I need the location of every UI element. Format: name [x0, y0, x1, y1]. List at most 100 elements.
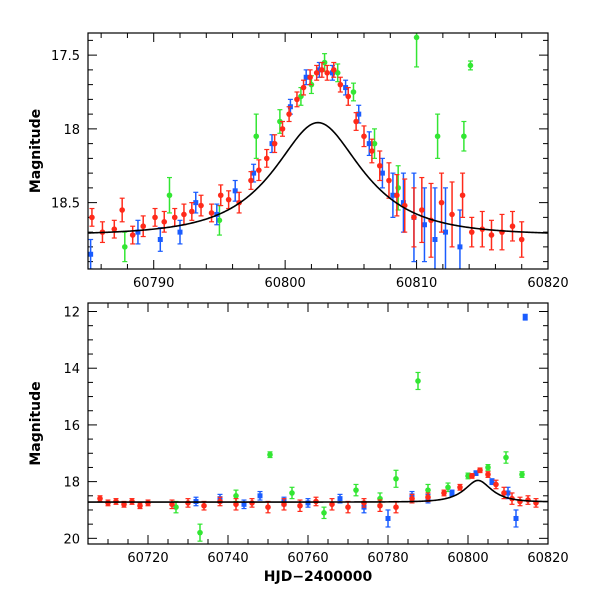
data-point	[137, 502, 143, 509]
x-tick-label: 60720	[127, 551, 168, 566]
data-point	[337, 81, 344, 88]
y-tick-label: 18.5	[51, 197, 80, 212]
data-point	[313, 70, 320, 76]
data-point	[185, 500, 191, 506]
data-point	[305, 500, 311, 506]
data-point	[469, 473, 475, 479]
data-point	[434, 133, 441, 140]
data-point	[303, 74, 309, 80]
model-curve	[88, 479, 548, 503]
y-axis-label: Magnitude	[28, 109, 44, 193]
data-point	[371, 140, 378, 147]
data-point	[457, 484, 463, 491]
data-point	[473, 470, 479, 476]
data-point	[169, 501, 175, 508]
data-point	[122, 244, 128, 250]
data-point	[152, 214, 158, 221]
data-point	[457, 244, 463, 250]
data-point	[485, 464, 491, 471]
x-tick-label: 60800	[264, 276, 305, 291]
data-point	[350, 89, 357, 95]
data-point	[465, 473, 471, 479]
data-point	[286, 111, 292, 117]
data-point	[251, 170, 257, 176]
data-point	[189, 208, 195, 215]
data-point	[356, 111, 362, 117]
data-point	[369, 148, 375, 154]
data-point	[233, 493, 239, 499]
y-tick-label: 18	[63, 476, 80, 491]
data-point	[208, 210, 215, 216]
data-point	[361, 500, 367, 506]
x-tick-label: 60810	[396, 276, 437, 291]
data-point	[232, 188, 238, 194]
data-point	[467, 62, 474, 69]
data-point	[129, 232, 136, 238]
data-point	[419, 207, 425, 213]
data-point	[501, 490, 507, 496]
bottom-panel-full: 60720 60740 60760 60780 60800 60820 12 14 16 18 20…	[28, 302, 569, 585]
data-point	[171, 214, 178, 221]
data-point	[267, 451, 273, 458]
data-point	[489, 479, 495, 485]
data-point	[119, 207, 125, 213]
data-point	[413, 34, 420, 41]
data-point	[105, 500, 111, 506]
data-point	[345, 93, 352, 100]
data-point	[297, 502, 303, 509]
data-point	[425, 487, 431, 493]
data-point	[522, 314, 528, 320]
data-point	[177, 229, 183, 235]
data-point	[477, 467, 483, 474]
data-point	[393, 475, 399, 482]
data-point	[321, 59, 328, 66]
data-point	[409, 495, 415, 502]
data-point	[385, 515, 391, 521]
data-point	[503, 454, 509, 461]
data-point	[488, 232, 495, 238]
data-point	[256, 167, 262, 173]
data-point	[345, 504, 351, 510]
data-point	[445, 484, 451, 491]
data-point	[265, 504, 271, 510]
data-point	[415, 378, 421, 384]
data-point	[390, 192, 396, 198]
data-point	[449, 211, 455, 218]
data-point	[518, 236, 525, 243]
data-point	[166, 192, 173, 199]
data-point	[343, 85, 349, 91]
x-tick-label: 60800	[447, 551, 488, 566]
data-point	[198, 202, 204, 209]
data-point	[173, 504, 179, 510]
data-point	[468, 229, 475, 235]
model-curve	[88, 121, 548, 234]
data-point	[271, 140, 278, 147]
data-point	[289, 490, 295, 496]
y-tick-label: 18	[63, 123, 80, 138]
data-point	[197, 529, 203, 536]
data-point	[145, 500, 151, 506]
y-tick-label: 14	[63, 362, 80, 377]
data-point	[279, 126, 286, 132]
x-tick-label: 60760	[287, 551, 328, 566]
data-point	[97, 495, 103, 502]
x-axis-label: HJD−2400000	[264, 569, 373, 585]
data-point	[241, 501, 247, 507]
data-point	[233, 501, 239, 508]
data-point	[324, 70, 331, 76]
data-point	[386, 177, 392, 184]
data-point	[135, 229, 141, 235]
data-point	[393, 504, 399, 510]
data-point	[281, 501, 287, 508]
data-point	[513, 515, 519, 521]
data-point	[319, 67, 325, 73]
data-point	[493, 481, 499, 488]
data-point	[334, 70, 341, 76]
data-point	[379, 170, 385, 176]
data-point	[505, 490, 511, 496]
data-point	[321, 510, 327, 516]
plot-frame	[87, 302, 549, 545]
data-point	[257, 493, 263, 499]
data-point	[89, 214, 95, 221]
